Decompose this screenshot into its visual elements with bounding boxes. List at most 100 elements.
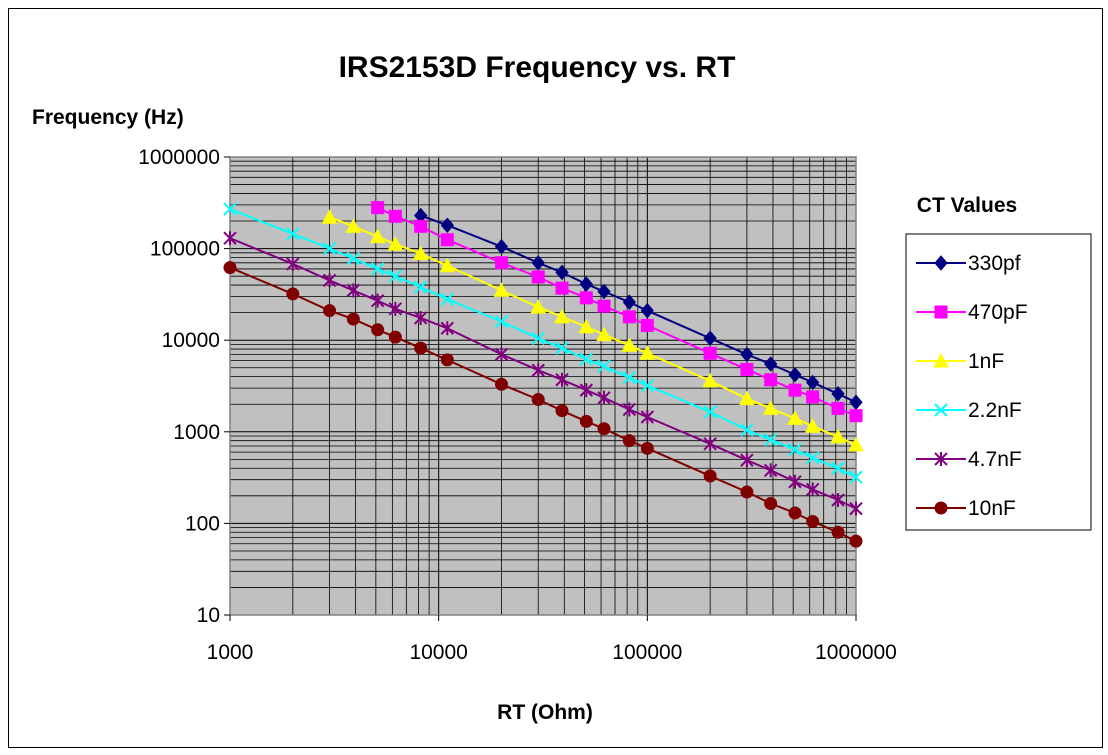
data-point bbox=[805, 451, 820, 465]
y-tick-label: 100000 bbox=[150, 238, 220, 261]
data-point bbox=[788, 506, 802, 520]
data-point bbox=[440, 217, 454, 233]
legend-marker bbox=[934, 452, 948, 466]
series-470pF bbox=[371, 201, 863, 423]
data-point bbox=[579, 383, 594, 398]
data-point bbox=[370, 293, 385, 308]
data-point bbox=[804, 418, 821, 433]
data-point bbox=[346, 312, 360, 326]
x-tick-label: 100000 bbox=[612, 641, 682, 664]
data-point bbox=[579, 414, 593, 428]
data-point bbox=[555, 281, 569, 295]
data-point bbox=[578, 318, 595, 334]
data-point bbox=[579, 291, 593, 305]
data-point bbox=[286, 287, 300, 301]
data-point bbox=[764, 373, 778, 387]
data-point bbox=[531, 255, 545, 271]
data-point bbox=[622, 434, 636, 448]
data-point bbox=[703, 436, 717, 451]
data-point bbox=[387, 236, 404, 251]
plot-area: 10 100 1000 10000 100000 1000000 1000 10000 1000… bbox=[138, 146, 897, 664]
legend-item: 330pf bbox=[916, 252, 1021, 275]
data-point bbox=[622, 294, 637, 310]
series-1nF bbox=[321, 209, 864, 452]
data-point bbox=[830, 428, 846, 444]
data-point bbox=[831, 386, 845, 402]
data-point bbox=[848, 436, 864, 452]
data-point bbox=[640, 378, 655, 393]
chart-svg: IRS2153D Frequency vs. RT Frequency (Hz)… bbox=[32, 51, 1092, 724]
y-tick-label: 10000 bbox=[162, 329, 220, 352]
legend-item: 2.2nF bbox=[916, 399, 1022, 422]
data-point bbox=[286, 227, 300, 241]
legend-marker bbox=[934, 403, 948, 417]
legend-item: 4.7nF bbox=[916, 448, 1022, 471]
legend: CT Values 330pf 470pF 1nF 2.2nF 4.7nF 10nF bbox=[905, 194, 1092, 531]
data-point bbox=[703, 346, 717, 360]
data-point bbox=[702, 372, 718, 388]
data-point bbox=[622, 310, 636, 324]
data-point bbox=[831, 401, 845, 415]
data-point bbox=[763, 432, 778, 447]
data-point bbox=[388, 301, 403, 316]
data-point bbox=[321, 209, 338, 224]
data-point bbox=[762, 400, 779, 415]
data-point bbox=[494, 314, 509, 329]
y-axis-label: Frequency (Hz) bbox=[32, 106, 184, 129]
data-point bbox=[531, 393, 545, 407]
data-point bbox=[346, 283, 361, 298]
data-point bbox=[831, 525, 845, 539]
data-point bbox=[703, 405, 717, 419]
data-point bbox=[223, 261, 237, 275]
data-point bbox=[555, 372, 569, 387]
data-point bbox=[412, 245, 429, 261]
data-point bbox=[621, 337, 638, 352]
data-point bbox=[849, 534, 863, 548]
data-point bbox=[806, 514, 820, 528]
legend-item: 10nF bbox=[916, 497, 1016, 520]
data-point bbox=[286, 256, 300, 271]
data-point bbox=[597, 359, 611, 373]
data-point bbox=[531, 270, 545, 284]
data-point bbox=[440, 321, 455, 336]
data-point bbox=[388, 269, 403, 283]
data-point bbox=[740, 485, 754, 499]
data-point bbox=[371, 323, 385, 337]
y-tick-label: 1000000 bbox=[138, 146, 220, 169]
data-point bbox=[345, 218, 362, 233]
data-point bbox=[788, 474, 802, 489]
data-point bbox=[494, 256, 508, 270]
data-point bbox=[622, 370, 637, 385]
data-point bbox=[597, 390, 611, 405]
data-point bbox=[763, 463, 778, 478]
series-line bbox=[420, 214, 857, 404]
data-point bbox=[494, 377, 508, 391]
chart-frame: IRS2153D Frequency vs. RT Frequency (Hz)… bbox=[8, 8, 1103, 748]
data-point bbox=[555, 264, 569, 281]
legend-label: 2.2nF bbox=[968, 399, 1022, 422]
plot-border bbox=[229, 156, 857, 616]
y-tick-label: 100 bbox=[185, 512, 220, 535]
data-point bbox=[787, 410, 803, 425]
data-point bbox=[597, 422, 611, 436]
series-10nF bbox=[223, 261, 863, 548]
legend-item: 470pF bbox=[916, 301, 1028, 324]
data-point bbox=[640, 441, 654, 455]
data-point bbox=[806, 390, 820, 404]
data-point bbox=[555, 404, 569, 418]
data-point bbox=[322, 241, 337, 256]
series-4.7nF bbox=[223, 231, 863, 516]
legend-marker bbox=[934, 255, 948, 271]
data-point bbox=[440, 292, 455, 306]
data-point bbox=[806, 374, 820, 391]
data-point bbox=[764, 496, 778, 510]
data-point bbox=[388, 330, 402, 344]
legend-marker bbox=[933, 352, 949, 368]
data-point bbox=[413, 280, 428, 294]
data-point bbox=[223, 202, 237, 216]
data-point bbox=[831, 461, 845, 475]
legend-label: 4.7nF bbox=[968, 448, 1022, 471]
legend-marker bbox=[934, 501, 948, 515]
x-tick-label: 10000 bbox=[409, 641, 467, 664]
x-axis-label: RT (Ohm) bbox=[497, 701, 593, 724]
